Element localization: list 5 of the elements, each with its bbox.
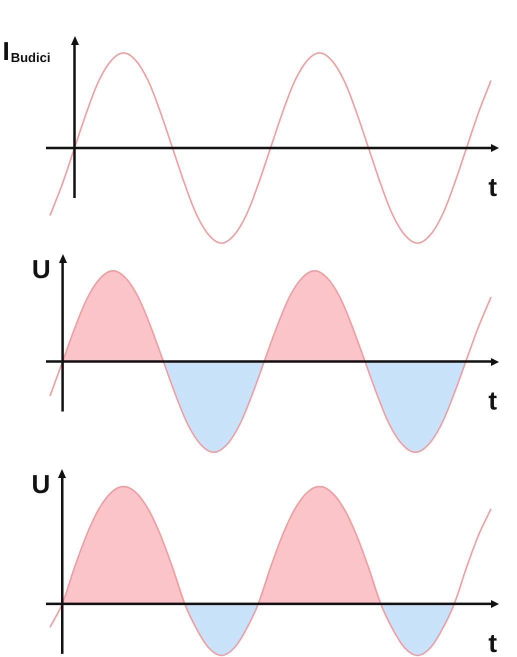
y-axis-title: U [32,254,51,284]
y-axis-title: U [31,469,50,499]
x-axis-title: t [488,628,498,657]
x-axis-title: t [488,386,498,416]
x-axis-title: t [488,172,498,202]
